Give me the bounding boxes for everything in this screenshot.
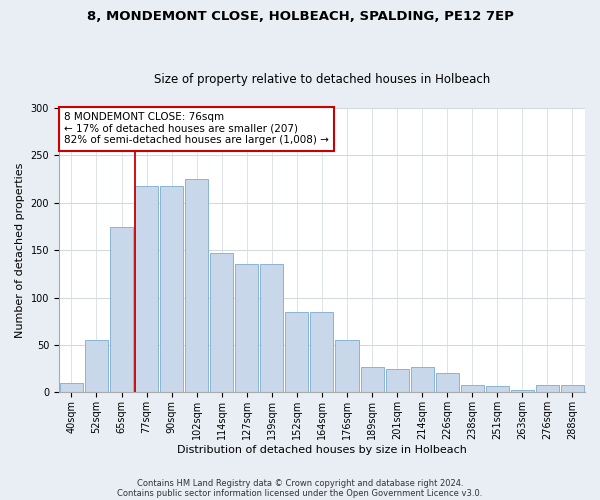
Bar [60,383,83,392]
Bar [561,385,584,392]
Bar [160,186,183,392]
Text: 8 MONDEMONT CLOSE: 76sqm
← 17% of detached houses are smaller (207)
82% of semi-: 8 MONDEMONT CLOSE: 76sqm ← 17% of detach… [64,112,329,146]
Bar [286,312,308,392]
Bar [436,374,459,392]
Text: Contains public sector information licensed under the Open Government Licence v3: Contains public sector information licen… [118,488,482,498]
Bar [361,367,383,392]
Bar [210,253,233,392]
Bar [310,312,334,392]
Bar [461,385,484,392]
Bar [410,367,434,392]
Bar [260,264,283,392]
Title: Size of property relative to detached houses in Holbeach: Size of property relative to detached ho… [154,73,490,86]
Bar [386,368,409,392]
Text: 8, MONDEMONT CLOSE, HOLBEACH, SPALDING, PE12 7EP: 8, MONDEMONT CLOSE, HOLBEACH, SPALDING, … [86,10,514,23]
X-axis label: Distribution of detached houses by size in Holbeach: Distribution of detached houses by size … [177,445,467,455]
Bar [235,264,259,392]
Bar [511,390,534,392]
Bar [110,226,133,392]
Bar [536,385,559,392]
Bar [486,386,509,392]
Bar [135,186,158,392]
Bar [335,340,359,392]
Bar [185,179,208,392]
Y-axis label: Number of detached properties: Number of detached properties [15,162,25,338]
Bar [85,340,108,392]
Text: Contains HM Land Registry data © Crown copyright and database right 2024.: Contains HM Land Registry data © Crown c… [137,478,463,488]
